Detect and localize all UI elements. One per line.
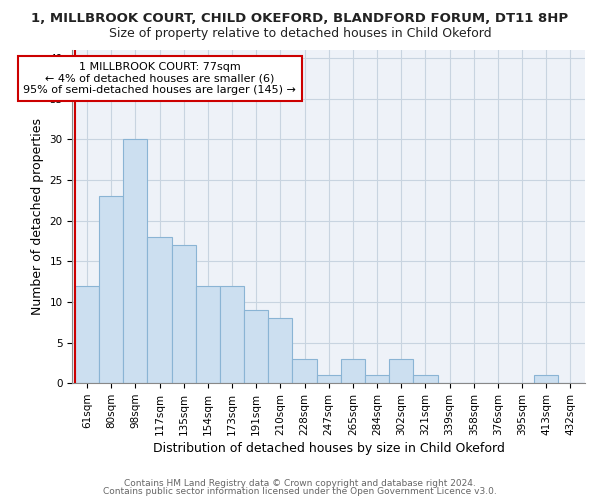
Bar (365, 375, 389, 383)
Bar (196, 286, 220, 383)
Bar (413, 375, 437, 383)
Text: Contains HM Land Registry data © Crown copyright and database right 2024.: Contains HM Land Registry data © Crown c… (124, 478, 476, 488)
Text: 1 MILLBROOK COURT: 77sqm
← 4% of detached houses are smaller (6)
95% of semi-det: 1 MILLBROOK COURT: 77sqm ← 4% of detache… (23, 62, 296, 95)
Text: Contains public sector information licensed under the Open Government Licence v3: Contains public sector information licen… (103, 487, 497, 496)
Bar (123, 140, 148, 383)
Bar (341, 359, 365, 383)
Bar (220, 286, 244, 383)
Bar (292, 359, 317, 383)
Bar (534, 375, 559, 383)
X-axis label: Distribution of detached houses by size in Child Okeford: Distribution of detached houses by size … (153, 442, 505, 455)
Bar (317, 375, 341, 383)
Bar (172, 245, 196, 383)
Bar (244, 310, 268, 383)
Text: 1, MILLBROOK COURT, CHILD OKEFORD, BLANDFORD FORUM, DT11 8HP: 1, MILLBROOK COURT, CHILD OKEFORD, BLAND… (31, 12, 569, 26)
Bar (148, 237, 172, 383)
Bar (389, 359, 413, 383)
Text: Size of property relative to detached houses in Child Okeford: Size of property relative to detached ho… (109, 28, 491, 40)
Y-axis label: Number of detached properties: Number of detached properties (31, 118, 44, 315)
Bar (268, 318, 292, 383)
Bar (75, 286, 99, 383)
Bar (99, 196, 123, 383)
